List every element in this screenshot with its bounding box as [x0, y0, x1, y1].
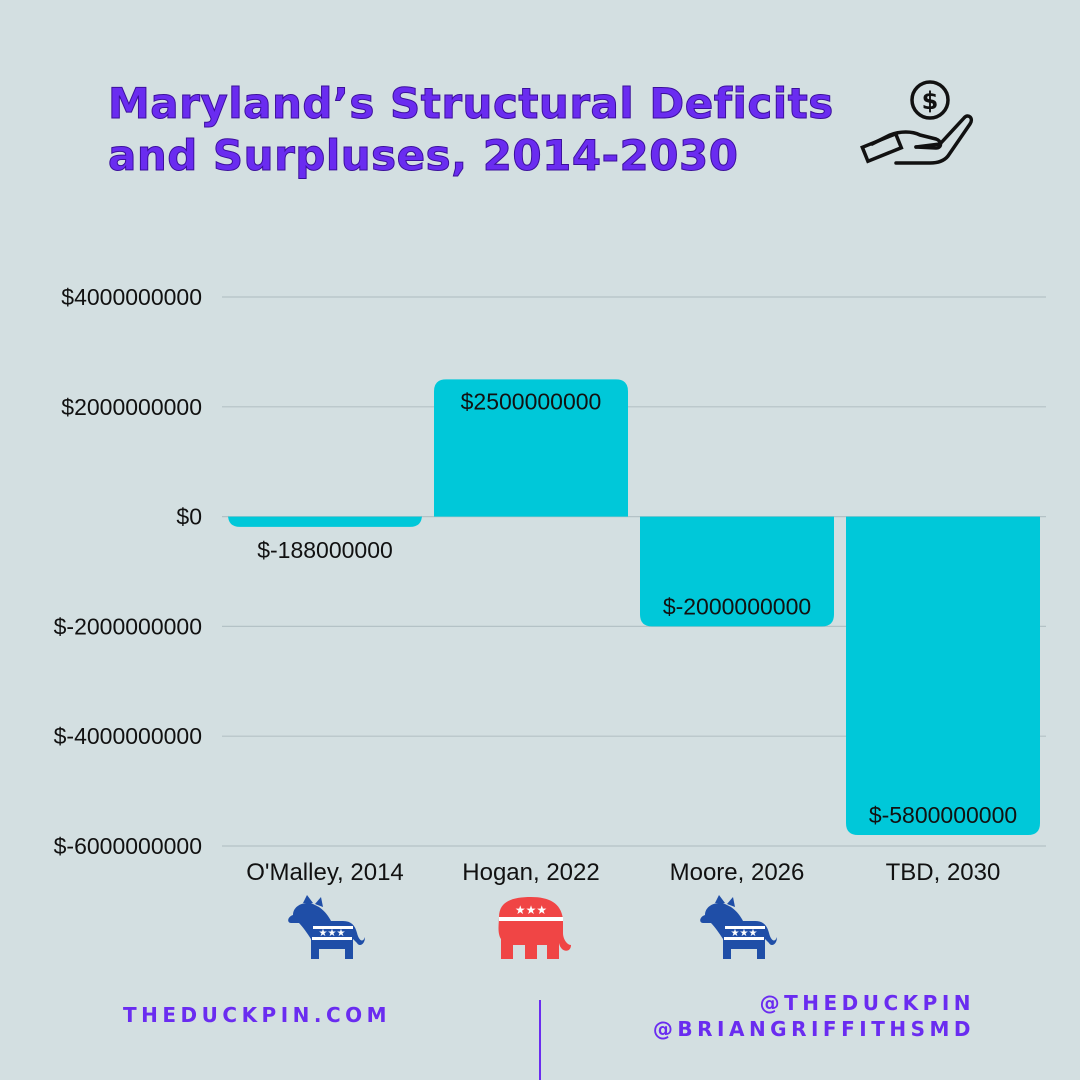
democrat-donkey-icon: ★★★	[700, 895, 777, 959]
footer-divider	[539, 1000, 541, 1080]
footer-website: THEDUCKPIN.COM	[123, 1003, 392, 1027]
chart-title: Maryland’s Structural Deficits and Surpl…	[108, 79, 834, 181]
x-tick-label: TBD, 2030	[886, 859, 1001, 886]
democrat-donkey-icon: ★★★	[288, 895, 365, 959]
bar	[640, 516, 834, 627]
svg-text:$: $	[922, 87, 939, 115]
y-tick-label: $-4000000000	[54, 723, 202, 749]
footer-handles: @THEDUCKPIN @BRIANGRIFFITHSMD	[653, 990, 975, 1042]
svg-text:★★★: ★★★	[731, 928, 758, 939]
bar	[434, 379, 628, 517]
y-tick-label: $-6000000000	[54, 833, 202, 859]
bar	[846, 516, 1040, 836]
hand-holding-coin-icon: $	[860, 80, 974, 165]
data-label: $-2000000000	[663, 593, 811, 619]
data-label: $-188000000	[257, 537, 393, 563]
y-tick-label: $-2000000000	[54, 613, 202, 639]
y-tick-label: $0	[176, 504, 202, 530]
data-label: $2500000000	[461, 388, 602, 414]
republican-elephant-icon: ★★★	[498, 897, 571, 959]
x-tick-label: O'Malley, 2014	[246, 859, 404, 886]
footer-handle-brian: @BRIANGRIFFITHSMD	[652, 1017, 975, 1041]
data-label: $-5800000000	[869, 802, 1017, 828]
y-tick-label: $2000000000	[61, 394, 202, 420]
footer-handle-duckpin: @THEDUCKPIN	[759, 991, 975, 1015]
svg-text:★★★: ★★★	[319, 928, 346, 939]
x-tick-label: Moore, 2026	[670, 859, 805, 886]
y-tick-label: $4000000000	[61, 284, 202, 310]
bar	[228, 514, 422, 527]
x-tick-label: Hogan, 2022	[462, 859, 599, 886]
svg-text:★★★: ★★★	[515, 903, 547, 917]
